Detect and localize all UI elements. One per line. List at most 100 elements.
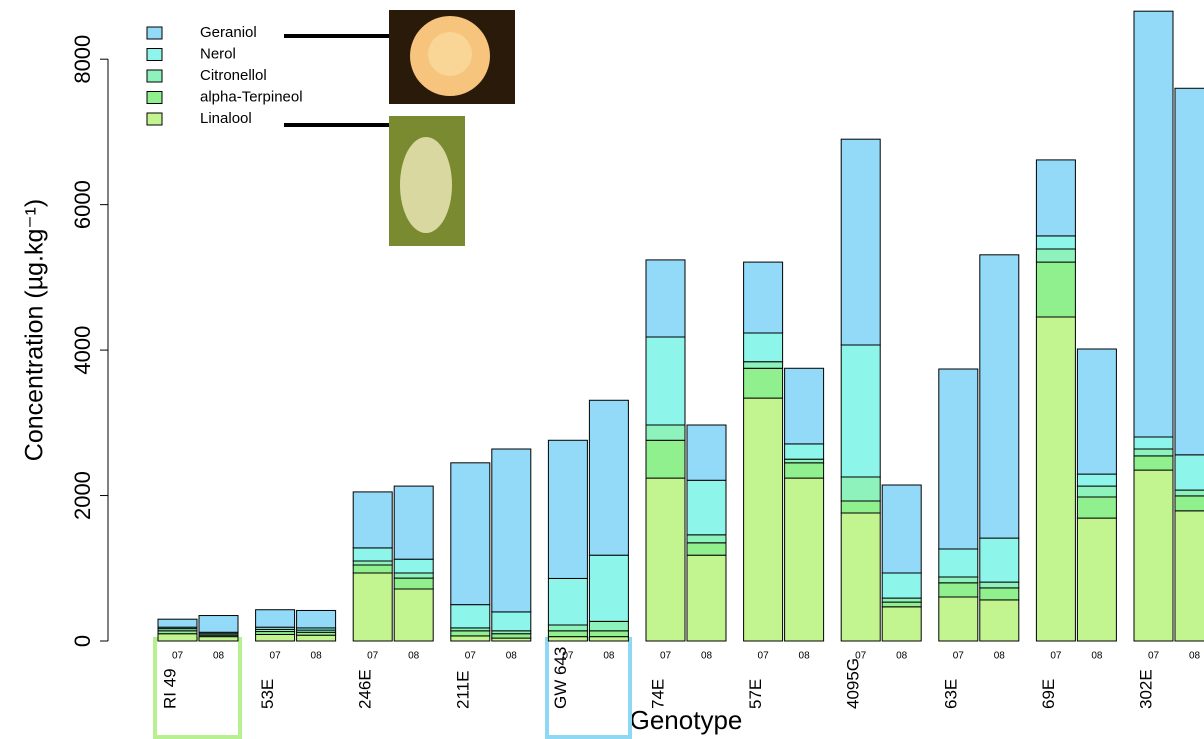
y-tick-label: 0 xyxy=(70,635,95,647)
bar-segment xyxy=(492,634,531,638)
bar-segment xyxy=(394,486,433,559)
bar-segment xyxy=(687,555,726,641)
group-label: 63E xyxy=(941,679,960,709)
bar-segment xyxy=(882,598,921,602)
bar-segment xyxy=(785,444,824,459)
bar-segment xyxy=(841,477,880,501)
bar-segment xyxy=(785,368,824,444)
bar-segment xyxy=(548,625,587,631)
bar-segment xyxy=(1175,455,1204,490)
bar-segment xyxy=(1077,518,1116,641)
bar-segment xyxy=(841,139,880,345)
bar-segment xyxy=(939,577,978,583)
bar-segment xyxy=(451,636,490,641)
x-tick-label: 08 xyxy=(1189,651,1201,662)
x-tick-label: 07 xyxy=(270,651,282,662)
bar-segment xyxy=(256,610,295,627)
bar-segment xyxy=(841,345,880,477)
x-tick-label: 07 xyxy=(1148,651,1160,662)
bar-segment xyxy=(1077,497,1116,518)
bar-segment xyxy=(687,425,726,480)
legend-swatch xyxy=(147,92,162,104)
group-label: 302E xyxy=(1136,669,1155,709)
bar-segment xyxy=(785,478,824,641)
x-tick-label: 07 xyxy=(660,651,672,662)
x-tick-label: 08 xyxy=(603,651,615,662)
bar-segment xyxy=(353,565,392,573)
bar-segment xyxy=(980,600,1019,641)
legend-swatch xyxy=(147,49,162,61)
x-tick-label: 07 xyxy=(1050,651,1062,662)
bar-segment xyxy=(980,588,1019,600)
bar-segment xyxy=(882,573,921,598)
bar-segment xyxy=(980,255,1019,538)
group-label: 57E xyxy=(746,679,765,709)
bar-segment xyxy=(353,573,392,641)
bar-segment xyxy=(1175,511,1204,641)
bar-segment xyxy=(1036,262,1075,317)
x-tick-label: 07 xyxy=(172,651,184,662)
bar-segment xyxy=(646,440,685,478)
bar-segment xyxy=(687,543,726,555)
bar-segment xyxy=(589,637,628,641)
bar-segment xyxy=(492,449,531,612)
bar-segment xyxy=(256,634,295,641)
bar-segment xyxy=(980,538,1019,582)
bar-segment xyxy=(744,368,783,398)
bar-segment xyxy=(589,400,628,555)
legend-swatch xyxy=(147,113,162,125)
legend-label: Geraniol xyxy=(200,24,257,41)
bar-segment xyxy=(297,635,336,641)
legend-label: Linalool xyxy=(200,110,252,127)
bar-segment xyxy=(548,578,587,625)
bar-segment xyxy=(744,262,783,333)
bar-segment xyxy=(158,634,197,641)
bar-segment xyxy=(841,501,880,513)
rose xyxy=(428,32,472,76)
group-label: 53E xyxy=(258,679,277,709)
bar-segment xyxy=(687,480,726,535)
group-label: 74E xyxy=(648,679,667,709)
bar-segment xyxy=(1036,236,1075,249)
legend-decoration xyxy=(284,10,515,246)
x-tick-label: 08 xyxy=(408,651,420,662)
bar-segment xyxy=(939,549,978,577)
x-axis-label: Genotype xyxy=(630,705,743,735)
bar-segment xyxy=(939,583,978,597)
bar-segment xyxy=(1134,11,1173,437)
bar-segment xyxy=(687,535,726,543)
bar-segment xyxy=(548,631,587,637)
y-tick-label: 2000 xyxy=(70,471,95,520)
bar-segment xyxy=(589,621,628,630)
bar-segment xyxy=(394,589,433,641)
bar-segment xyxy=(785,463,824,478)
bar-segment xyxy=(1134,449,1173,456)
bar-segment xyxy=(199,616,238,633)
y-tick-label: 4000 xyxy=(70,326,95,375)
x-tick-label: 08 xyxy=(799,651,811,662)
x-tick-label: 07 xyxy=(758,651,770,662)
bar-segment xyxy=(939,597,978,641)
bar-segment xyxy=(882,602,921,607)
bar-segment xyxy=(158,619,197,627)
bar-segment xyxy=(1077,349,1116,474)
y-tick-label: 8000 xyxy=(70,35,95,84)
chart: Concentration (µg.kg⁻¹) Genotype 0200040… xyxy=(0,0,1204,739)
bar-segment xyxy=(1134,437,1173,449)
bar-segment xyxy=(744,398,783,641)
bar-segment xyxy=(1077,486,1116,497)
x-tick-label: 08 xyxy=(1091,651,1103,662)
bar-segment xyxy=(744,362,783,369)
legend-label: Nerol xyxy=(200,45,236,62)
group-label: 69E xyxy=(1039,679,1058,709)
x-tick-label: 08 xyxy=(701,651,713,662)
y-tick-label: 6000 xyxy=(70,180,95,229)
bar-segment xyxy=(394,559,433,573)
bar-segment xyxy=(646,478,685,641)
bar-segment xyxy=(1036,160,1075,236)
bar-segment xyxy=(1036,249,1075,262)
bar-segment xyxy=(451,631,490,636)
bar-segment xyxy=(451,463,490,605)
bar-segment xyxy=(744,333,783,362)
bar-segment xyxy=(1175,490,1204,496)
